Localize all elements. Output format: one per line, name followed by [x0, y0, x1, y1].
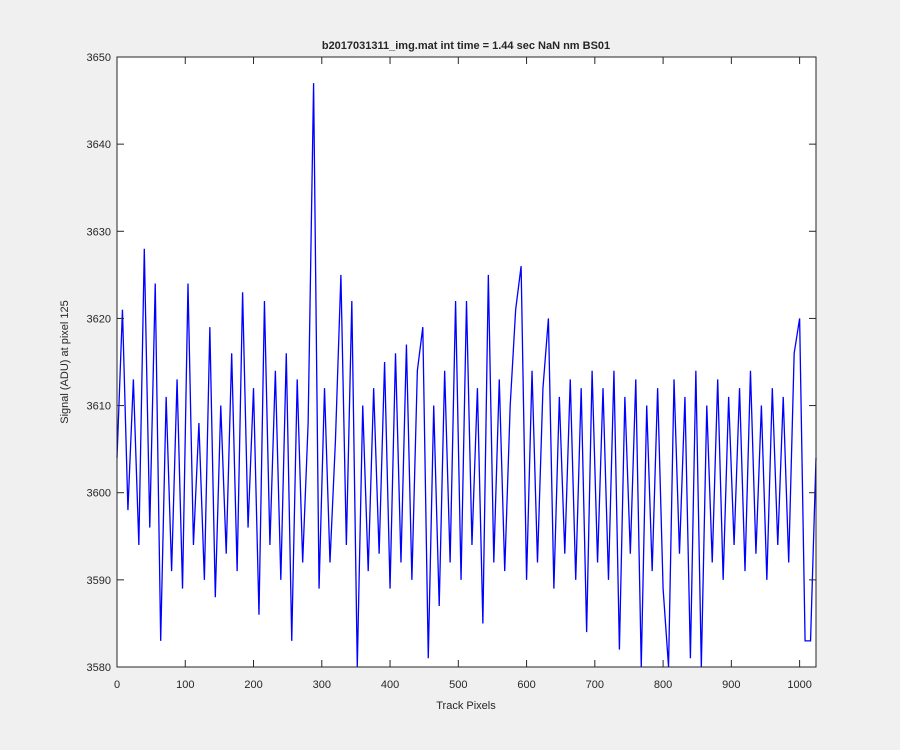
y-tick-label: 3620 [87, 313, 111, 325]
x-tick-label: 400 [381, 679, 399, 691]
x-tick-label: 500 [449, 679, 467, 691]
x-tick-label: 700 [586, 679, 604, 691]
chart-title: b2017031311_img.mat int time = 1.44 sec … [322, 40, 610, 52]
y-tick-label: 3600 [87, 488, 111, 500]
x-tick-label: 200 [244, 679, 262, 691]
y-tick-label: 3580 [87, 662, 111, 674]
x-tick-label: 1000 [787, 679, 811, 691]
axes-box [116, 56, 817, 668]
data-line [116, 83, 817, 668]
x-axis-label: Track Pixels [436, 700, 496, 712]
y-tick-label: 3650 [87, 52, 111, 64]
x-tick-label: 600 [517, 679, 535, 691]
y-tick-label: 3630 [87, 226, 111, 238]
plot-area [117, 57, 816, 667]
x-tick-label: 800 [654, 679, 672, 691]
y-tick-label: 3590 [87, 575, 111, 587]
x-tick-label: 0 [114, 679, 120, 691]
y-tick-label: 3640 [87, 139, 111, 151]
x-tick-label: 300 [313, 679, 331, 691]
x-tick-label: 900 [722, 679, 740, 691]
x-tick-label: 100 [176, 679, 194, 691]
y-tick-label: 3610 [87, 401, 111, 413]
y-axis-label: Signal (ADU) at pixel 125 [59, 300, 71, 424]
